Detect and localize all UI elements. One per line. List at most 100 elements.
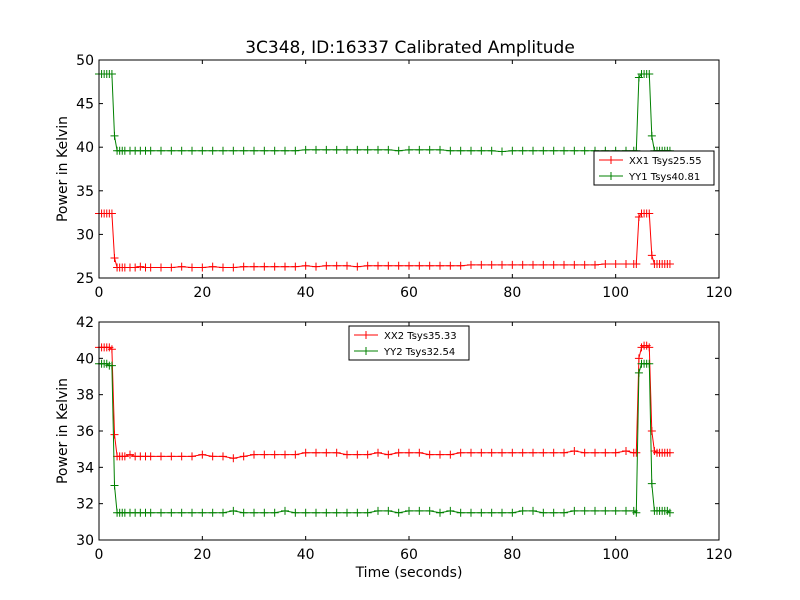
- y-axis-label: Power in Kelvin: [55, 116, 71, 222]
- data-point: [384, 506, 393, 515]
- data-point: [219, 263, 227, 272]
- data-point: [322, 145, 331, 154]
- data-point: [539, 508, 548, 517]
- data-point: [580, 448, 589, 457]
- data-point: [539, 448, 548, 457]
- data-point: [518, 146, 527, 155]
- y-tick-label: 30: [76, 227, 94, 243]
- data-point: [312, 145, 320, 154]
- data-point: [291, 508, 300, 517]
- data-point: [549, 508, 558, 517]
- data-point: [239, 146, 248, 155]
- data-point: [384, 145, 393, 154]
- data-point: [281, 506, 289, 515]
- data-point: [343, 261, 351, 270]
- data-point: [647, 427, 656, 435]
- data-point: [394, 508, 403, 517]
- data-point: [601, 448, 610, 457]
- x-tick-label: 100: [602, 285, 629, 301]
- data-point: [611, 506, 620, 515]
- data-point: [456, 261, 465, 270]
- data-point: [436, 450, 444, 459]
- data-point: [647, 131, 656, 140]
- data-point: [322, 448, 331, 457]
- data-point: [508, 146, 517, 155]
- data-point: [281, 262, 289, 271]
- x-tick-label: 20: [193, 547, 211, 563]
- data-point: [477, 448, 486, 457]
- data-point: [281, 450, 289, 459]
- data-point: [467, 448, 475, 457]
- x-tick-label: 120: [706, 285, 733, 301]
- x-tick-label: 40: [297, 547, 315, 563]
- y-tick-label: 34: [76, 460, 94, 476]
- data-point: [645, 209, 654, 218]
- data-point: [570, 260, 579, 269]
- data-point: [157, 146, 165, 155]
- legend-box: [593, 150, 715, 186]
- data-point: [353, 508, 362, 517]
- data-point: [157, 508, 165, 517]
- data-point: [446, 450, 455, 459]
- data-point: [415, 145, 424, 154]
- data-point: [198, 450, 207, 459]
- legend-label: YY2 Tsys32.54: [383, 347, 455, 358]
- data-point: [260, 508, 269, 517]
- data-point: [645, 359, 654, 368]
- data-point: [529, 448, 537, 457]
- data-point: [353, 145, 362, 154]
- data-point: [146, 452, 155, 461]
- data-point: [198, 508, 207, 517]
- data-point: [167, 452, 176, 461]
- data-point: [353, 450, 362, 459]
- data-point: [436, 261, 444, 270]
- data-point: [250, 508, 258, 517]
- data-point: [322, 508, 331, 517]
- data-point: [405, 145, 413, 154]
- data-point: [549, 146, 558, 155]
- data-point: [645, 343, 654, 352]
- data-point: [467, 508, 475, 517]
- data-point: [456, 508, 465, 517]
- data-point: [487, 508, 496, 517]
- data-point: [425, 506, 434, 515]
- data-point: [529, 260, 537, 269]
- data-point: [487, 260, 496, 269]
- data-point: [456, 146, 465, 155]
- data-point: [312, 262, 320, 271]
- data-point: [591, 448, 599, 457]
- data-point: [363, 508, 372, 517]
- data-point: [394, 261, 403, 270]
- data-point: [270, 450, 279, 459]
- data-point: [580, 506, 589, 515]
- data-point: [477, 508, 486, 517]
- data-point: [136, 262, 145, 271]
- data-point: [665, 448, 674, 457]
- data-point: [363, 261, 372, 270]
- data-point: [312, 448, 320, 457]
- data-point: [353, 262, 362, 271]
- data-point: [570, 446, 579, 455]
- data-point: [529, 146, 537, 155]
- data-point: [188, 508, 196, 517]
- x-tick-label: 60: [400, 285, 418, 301]
- data-point: [219, 146, 227, 155]
- data-point: [601, 260, 610, 269]
- data-point: [363, 450, 372, 459]
- data-point: [611, 260, 620, 269]
- series-xx-line: [95, 209, 674, 272]
- data-point: [487, 448, 496, 457]
- y-tick-label: 40: [76, 140, 94, 156]
- y-tick-label: 42: [76, 315, 94, 331]
- data-point: [343, 508, 351, 517]
- data-point: [239, 508, 248, 517]
- legend-label: XX1 Tsys25.55: [629, 156, 702, 167]
- data-point: [549, 448, 558, 457]
- data-point: [260, 262, 269, 271]
- data-point: [622, 446, 630, 455]
- data-point: [167, 508, 176, 517]
- data-point: [229, 146, 238, 155]
- top-panel: 0 20 40 60 80 100 120 25 30 35 40 45 50 Power in Kelv…: [55, 53, 732, 301]
- data-point: [446, 261, 455, 270]
- y-tick-label: 50: [76, 53, 94, 69]
